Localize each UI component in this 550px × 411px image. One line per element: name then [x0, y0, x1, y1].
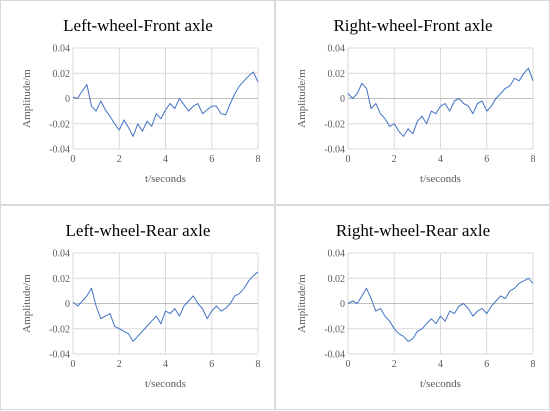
x-axis-label: t/seconds — [145, 378, 186, 390]
y-axis-label: Amplitude/m — [296, 69, 308, 128]
x-axis-label: t/seconds — [145, 173, 186, 185]
x-axis-label: t/seconds — [420, 173, 461, 185]
x-tick-label: 6 — [209, 154, 214, 165]
series-line — [347, 277, 534, 342]
x-tick-label: 0 — [71, 154, 76, 165]
y-tick-label: -0.04 — [324, 145, 345, 156]
y-tick-label: 0.04 — [328, 44, 346, 55]
x-tick-label: 4 — [163, 154, 168, 165]
x-tick-label: 0 — [346, 359, 351, 370]
y-tick-label: -0.02 — [49, 324, 70, 335]
chart-left-wheel-rear-axle: Left-wheel-Rear axle 0 2 4 6 8 0.04 0.02 0 -0.02 -… — [21, 221, 261, 390]
x-axis-label: t/seconds — [420, 378, 461, 390]
y-tick-label: 0 — [340, 94, 345, 105]
chart-panel-left-wheel-rear-axle: Left-wheel-Rear axle 0 2 4 6 8 0.04 0.02 0 -0.02 -… — [0, 205, 275, 410]
x-tick-label: 6 — [209, 359, 214, 370]
x-tick-label: 8 — [256, 154, 261, 165]
y-axis-label: Amplitude/m — [296, 274, 308, 333]
x-tick-label: 0 — [71, 359, 76, 370]
chart-left-wheel-front-axle: Left-wheel-Front axle 0 2 4 6 8 0.04 0.02 0 -0.02… — [21, 16, 261, 185]
x-tick-label: 8 — [531, 154, 536, 165]
chart-title: Left-wheel-Rear axle — [66, 221, 211, 240]
series-line — [72, 271, 259, 342]
y-tick-label: -0.02 — [324, 324, 345, 335]
chart-title: Right-wheel-Front axle — [333, 16, 492, 35]
x-tick-label: 6 — [484, 359, 489, 370]
y-tick-label: 0.02 — [53, 69, 71, 80]
y-tick-label: -0.04 — [49, 145, 70, 156]
x-tick-label: 2 — [117, 359, 122, 370]
x-tick-label: 2 — [392, 359, 397, 370]
y-tick-label: 0.02 — [328, 274, 346, 285]
y-axis-label: Amplitude/m — [21, 69, 33, 128]
chart-panel-right-wheel-rear-axle: Right-wheel-Rear axle 0 2 4 6 8 0.04 0.02 0 -0.02… — [275, 205, 550, 410]
x-tick-label: 6 — [484, 154, 489, 165]
y-tick-label: 0 — [65, 94, 70, 105]
y-tick-label: 0.02 — [328, 69, 346, 80]
x-tick-label: 4 — [163, 359, 168, 370]
x-tick-label: 4 — [438, 154, 443, 165]
chart-panel-right-wheel-front-axle: Right-wheel-Front axle 0 2 4 6 8 0.04 0.02 0 -0.0… — [275, 0, 550, 205]
y-tick-label: 0.04 — [53, 249, 71, 260]
y-tick-label: 0 — [340, 299, 345, 310]
x-tick-label: 8 — [531, 359, 536, 370]
x-tick-label: 2 — [392, 154, 397, 165]
chart-title: Left-wheel-Front axle — [63, 16, 213, 35]
x-tick-label: 2 — [117, 154, 122, 165]
y-axis-label: Amplitude/m — [21, 274, 33, 333]
chart-right-wheel-rear-axle: Right-wheel-Rear axle 0 2 4 6 8 0.04 0.02 0 -0.02… — [296, 221, 536, 390]
x-tick-label: 8 — [256, 359, 261, 370]
series-line — [347, 67, 534, 137]
y-tick-label: 0.04 — [53, 44, 71, 55]
series-line — [72, 71, 259, 137]
x-tick-label: 0 — [346, 154, 351, 165]
y-tick-label: -0.04 — [49, 350, 70, 361]
x-tick-label: 4 — [438, 359, 443, 370]
y-tick-label: 0.04 — [328, 249, 346, 260]
y-tick-label: 0 — [65, 299, 70, 310]
y-tick-label: -0.02 — [49, 119, 70, 130]
y-tick-label: -0.04 — [324, 350, 345, 361]
y-tick-label: -0.02 — [324, 119, 345, 130]
chart-panel-left-wheel-front-axle: Left-wheel-Front axle 0 2 4 6 8 0.04 0.02 0 -0.02… — [0, 0, 275, 205]
y-tick-label: 0.02 — [53, 274, 71, 285]
chart-title: Right-wheel-Rear axle — [336, 221, 490, 240]
